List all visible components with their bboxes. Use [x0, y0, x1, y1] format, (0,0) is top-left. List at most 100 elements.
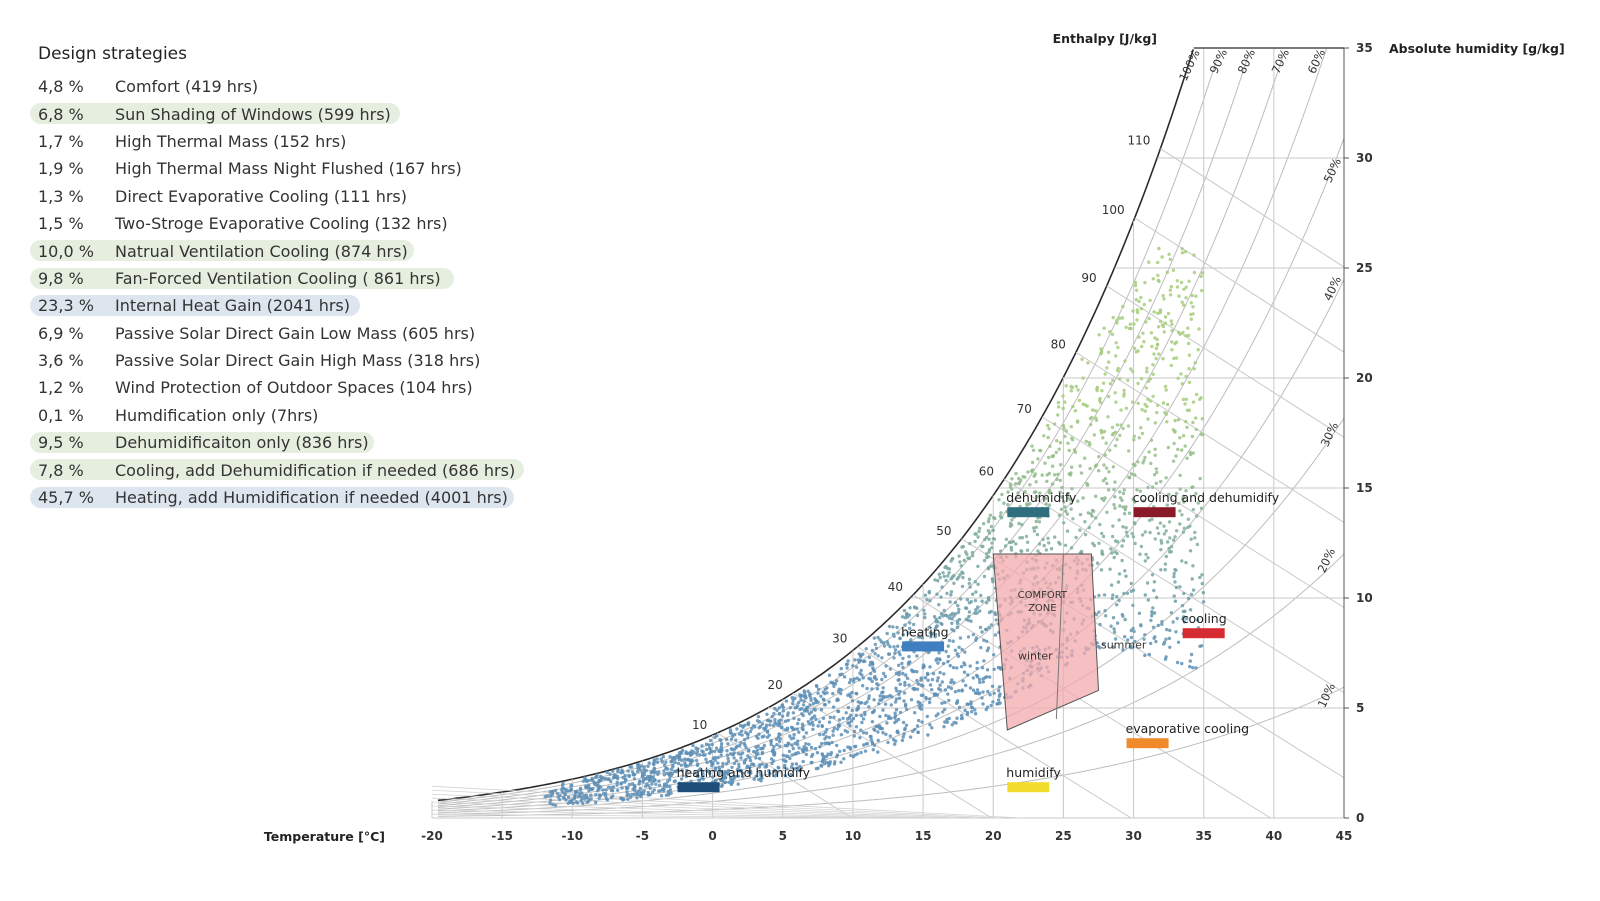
data-point — [668, 784, 672, 789]
data-point — [1042, 434, 1046, 438]
data-point — [1189, 537, 1193, 541]
data-point — [819, 708, 824, 712]
data-point — [606, 785, 611, 789]
data-point — [947, 616, 952, 620]
data-point — [1147, 518, 1152, 523]
data-point — [1069, 425, 1074, 429]
data-point — [974, 608, 978, 612]
data-point — [1201, 271, 1205, 275]
data-point — [785, 767, 789, 771]
legend-percent: 1,9 % — [38, 159, 84, 179]
data-point — [1201, 600, 1206, 604]
data-point — [760, 746, 764, 751]
data-point — [1158, 319, 1163, 324]
data-point — [1123, 569, 1127, 573]
data-point — [1116, 580, 1121, 584]
data-point — [923, 612, 927, 616]
zone-label: dehumidify — [1006, 490, 1077, 505]
data-point — [835, 727, 840, 731]
data-point — [649, 770, 653, 775]
data-point — [905, 707, 909, 712]
data-point — [573, 793, 577, 797]
data-point — [1133, 283, 1138, 288]
data-point — [1135, 310, 1140, 315]
data-point — [953, 600, 958, 605]
data-point — [1132, 438, 1136, 442]
data-point — [940, 622, 944, 626]
data-point — [1110, 551, 1114, 555]
legend-item: 23,3 % Internal Heat Gain (2041 hrs) — [30, 292, 598, 319]
data-point — [1187, 279, 1191, 283]
data-point — [868, 663, 872, 667]
enthalpy-label: 10 — [692, 718, 707, 732]
data-point — [906, 631, 911, 635]
data-point — [984, 601, 989, 605]
data-point — [1024, 534, 1029, 539]
data-point — [1180, 603, 1185, 608]
data-point — [943, 707, 947, 712]
data-point — [892, 645, 896, 649]
data-point — [952, 614, 956, 618]
legend-label: Passive Solar Direct Gain High Mass (318… — [115, 351, 481, 371]
data-point — [992, 667, 996, 671]
data-point — [1041, 537, 1045, 542]
data-point — [671, 763, 675, 767]
data-point — [1113, 506, 1117, 510]
legend-percent: 1,5 % — [38, 214, 84, 234]
data-point — [831, 691, 835, 696]
data-point — [1083, 403, 1088, 407]
data-point — [992, 653, 996, 657]
data-point — [1118, 316, 1122, 320]
data-point — [1145, 366, 1149, 370]
enthalpy-line — [792, 692, 992, 819]
data-point — [696, 762, 700, 766]
data-point — [760, 762, 764, 766]
data-point — [716, 761, 720, 765]
rh-curve — [438, 279, 1345, 812]
data-point — [920, 720, 924, 724]
data-point — [1173, 341, 1177, 346]
data-point — [921, 693, 925, 697]
legend-item: 1,9 % High Thermal Mass Night Flushed (16… — [38, 155, 598, 182]
data-point — [966, 673, 970, 677]
data-point — [1113, 495, 1117, 499]
data-point — [1002, 501, 1006, 505]
data-point — [822, 762, 827, 766]
y-tick-label: 20 — [1356, 371, 1373, 385]
data-point — [896, 644, 900, 648]
data-point — [1133, 522, 1137, 526]
data-point — [1091, 408, 1095, 412]
data-point — [1020, 523, 1024, 527]
data-point — [1111, 378, 1115, 383]
data-point — [839, 688, 843, 692]
data-point — [849, 678, 853, 682]
legend-item: 3,6 % Passive Solar Direct Gain High Mass… — [38, 347, 598, 374]
data-point — [1038, 491, 1042, 495]
data-point — [1156, 325, 1161, 329]
data-point — [1056, 472, 1060, 477]
data-point — [927, 625, 932, 629]
data-point — [719, 778, 723, 783]
data-point — [676, 768, 680, 773]
data-point — [1157, 531, 1161, 536]
data-point — [928, 697, 932, 701]
data-point — [1124, 526, 1128, 530]
fan-line — [431, 813, 874, 819]
data-point — [895, 625, 899, 630]
data-point — [872, 708, 876, 713]
data-point — [1010, 487, 1014, 491]
data-point — [1194, 491, 1198, 496]
data-point — [885, 721, 889, 725]
data-point — [1004, 537, 1009, 541]
data-point — [790, 696, 794, 700]
data-point — [664, 766, 668, 770]
data-point — [1190, 577, 1194, 581]
data-point — [1130, 531, 1134, 536]
rh-label: 60% — [1305, 47, 1329, 76]
data-point — [658, 789, 662, 793]
data-point — [881, 694, 885, 699]
data-point — [953, 648, 958, 652]
data-point — [1170, 322, 1174, 326]
data-point — [637, 782, 641, 786]
data-point — [1199, 506, 1204, 510]
